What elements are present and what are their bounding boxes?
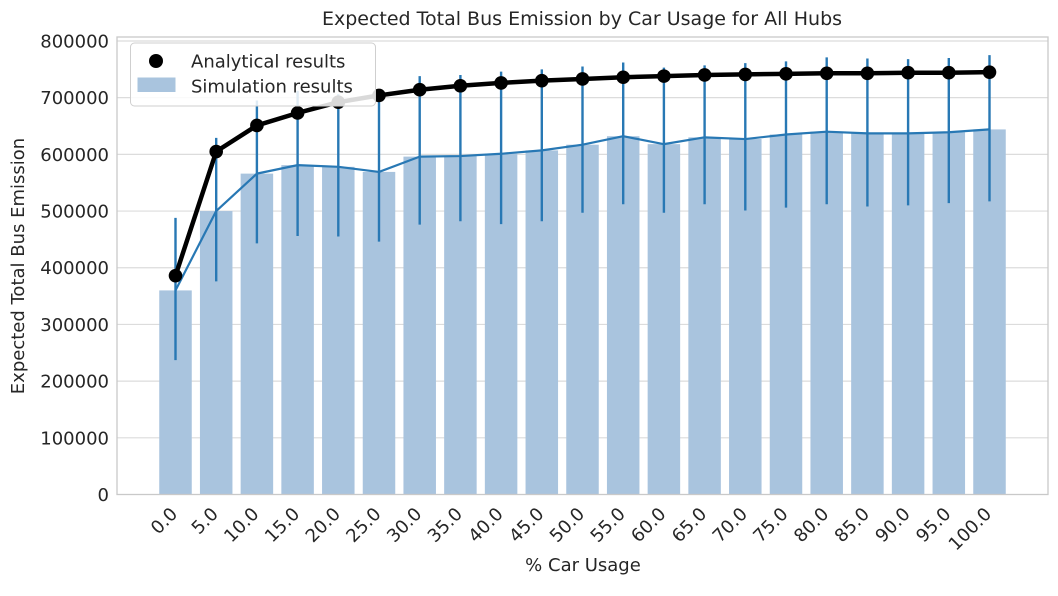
analytical-data-point [982, 65, 997, 79]
analytical-data-point [697, 68, 712, 82]
analytical-data-point [168, 268, 183, 283]
y-tick-label: 700000 [40, 88, 109, 109]
legend: Analytical results Simulation results [130, 42, 376, 107]
analytical-line [168, 65, 997, 283]
analytical-data-point [942, 65, 956, 80]
legend-label-simulation: Simulation results [191, 77, 353, 98]
y-tick-label: 800000 [40, 31, 109, 52]
y-tick-label: 400000 [40, 258, 109, 279]
analytical-data-point [209, 144, 223, 159]
analytical-data-point [290, 106, 305, 120]
analytical-data-point [657, 69, 671, 83]
legend-box [130, 42, 376, 107]
analytical-data-point [616, 70, 630, 85]
analytical-data-point [901, 65, 915, 80]
analytical-data-point [575, 72, 590, 86]
y-tick-label: 0 [98, 485, 109, 506]
analytical-data-point [738, 67, 753, 82]
simulation-line [174, 128, 990, 291]
legend-label-analytical: Analytical results [191, 52, 345, 73]
plot-border [116, 36, 1049, 496]
analytical-data-point [535, 73, 549, 88]
analytical-data-point [412, 82, 427, 97]
y-axis-label: Expected Total Bus Emission [8, 138, 29, 394]
y-axis-tick-labels: 0 100000 200000 300000 400000 500000 600000 700… [40, 31, 109, 506]
x-axis-label: % Car Usage [525, 555, 641, 576]
y-tick-label: 500000 [40, 202, 109, 223]
y-tick-label: 300000 [40, 315, 109, 336]
chart-title: Expected Total Bus Emission by Car Usage… [322, 8, 842, 30]
legend-analytical-marker-icon [149, 54, 163, 68]
y-tick-label: 600000 [40, 145, 109, 166]
analytical-data-point [819, 66, 834, 81]
analytical-data-point [250, 118, 264, 133]
simulation-mean-line [174, 128, 990, 291]
y-tick-label: 200000 [40, 372, 109, 393]
analytical-data-point [779, 67, 793, 81]
y-tick-label: 100000 [40, 428, 109, 449]
analytical-data-point [494, 76, 508, 90]
legend-simulation-patch-icon [137, 77, 176, 92]
analytical-data-point [860, 66, 875, 81]
analytical-data-point [453, 78, 468, 93]
